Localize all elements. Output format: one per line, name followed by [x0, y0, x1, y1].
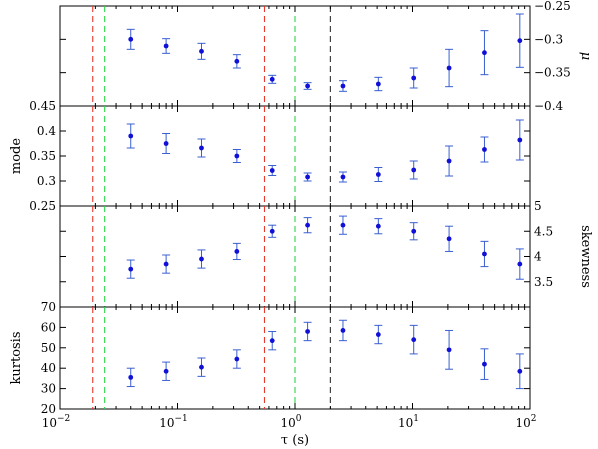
y-axis-label: skewness [578, 225, 593, 288]
data-point [269, 168, 275, 173]
data-point [482, 147, 487, 152]
x-tick-label: 10−1 [159, 414, 188, 430]
y-tick-label: 0.35 [29, 149, 56, 163]
data-point [128, 266, 134, 272]
data-point [199, 145, 204, 151]
x-tick-label: 101 [398, 414, 419, 430]
data-point [199, 48, 204, 54]
data-point [340, 174, 346, 180]
y-tick-label: −0.35 [534, 66, 571, 80]
y-axis-label: mode [9, 138, 24, 174]
data-point [305, 83, 310, 89]
y-axis-label: μ [578, 52, 593, 60]
data-point [128, 374, 134, 380]
y-tick-label: 30 [41, 382, 56, 396]
data-point [446, 236, 452, 242]
data-point [411, 75, 417, 81]
data-point [517, 137, 523, 143]
data-point [482, 50, 487, 56]
y-tick-label: 0.25 [29, 199, 56, 213]
data-point [340, 328, 346, 333]
y-tick-label: 20 [41, 402, 56, 416]
data-point [411, 337, 417, 343]
y-tick-label: −0.25 [534, 0, 571, 13]
data-point [482, 361, 487, 367]
data-point [163, 141, 169, 146]
data-point [375, 223, 381, 229]
data-point [446, 347, 452, 353]
data-point [305, 329, 310, 334]
y-tick-label: 5 [534, 199, 542, 213]
data-point [269, 228, 275, 234]
data-point [340, 83, 346, 89]
y-tick-label: 0.4 [37, 124, 56, 138]
x-tick-label: 100 [280, 414, 301, 430]
y-tick-label: −0.4 [534, 99, 564, 113]
data-point [482, 251, 487, 257]
y-tick-label: 4.5 [534, 224, 553, 238]
y-axis-label: kurtosis [9, 331, 24, 384]
data-point [128, 36, 134, 42]
y-tick-label: 4 [534, 250, 542, 264]
y-tick-label: 0.45 [29, 99, 56, 113]
data-point [128, 133, 134, 139]
x-tick-label: 102 [515, 414, 536, 430]
data-point [340, 222, 346, 228]
data-point [269, 338, 275, 344]
data-point [517, 38, 523, 44]
data-point [234, 249, 240, 254]
x-axis-label: τ (s) [281, 433, 309, 448]
data-point [411, 167, 417, 173]
data-point [234, 153, 240, 159]
data-point [375, 332, 381, 337]
y-tick-label: 60 [41, 320, 56, 334]
y-tick-label: −0.3 [534, 32, 563, 46]
data-point [163, 368, 169, 374]
data-point [517, 261, 523, 267]
data-point [446, 158, 452, 164]
data-point [199, 256, 204, 262]
data-point [199, 364, 204, 370]
y-tick-label: 50 [41, 341, 56, 355]
data-point [517, 368, 523, 374]
panel-skewness: 3.5 4 4.5 5 skewness [59, 199, 593, 308]
panel-mode: 0.25 0.3 0.35 0.4 0.45 mode [9, 99, 531, 213]
data-point [234, 58, 240, 64]
data-point [411, 228, 417, 234]
data-point [163, 43, 169, 49]
y-tick-label: 0.3 [37, 174, 56, 188]
panel-mu: −0.25 −0.3 −0.35 −0.4 μ [59, 0, 593, 113]
data-point [446, 65, 452, 71]
data-point [269, 76, 275, 82]
y-tick-label: 70 [41, 300, 56, 314]
y-tick-label: 3.5 [534, 275, 553, 289]
data-point [375, 81, 381, 87]
data-point [305, 222, 310, 228]
data-point [163, 261, 169, 267]
x-tick-label: 10−2 [42, 414, 71, 430]
data-point [305, 174, 310, 180]
data-point [375, 172, 381, 177]
data-point [234, 356, 240, 362]
panel-kurtosis: 20 30 40 50 60 70 kurtosis [9, 300, 531, 416]
y-tick-label: 40 [41, 361, 56, 375]
